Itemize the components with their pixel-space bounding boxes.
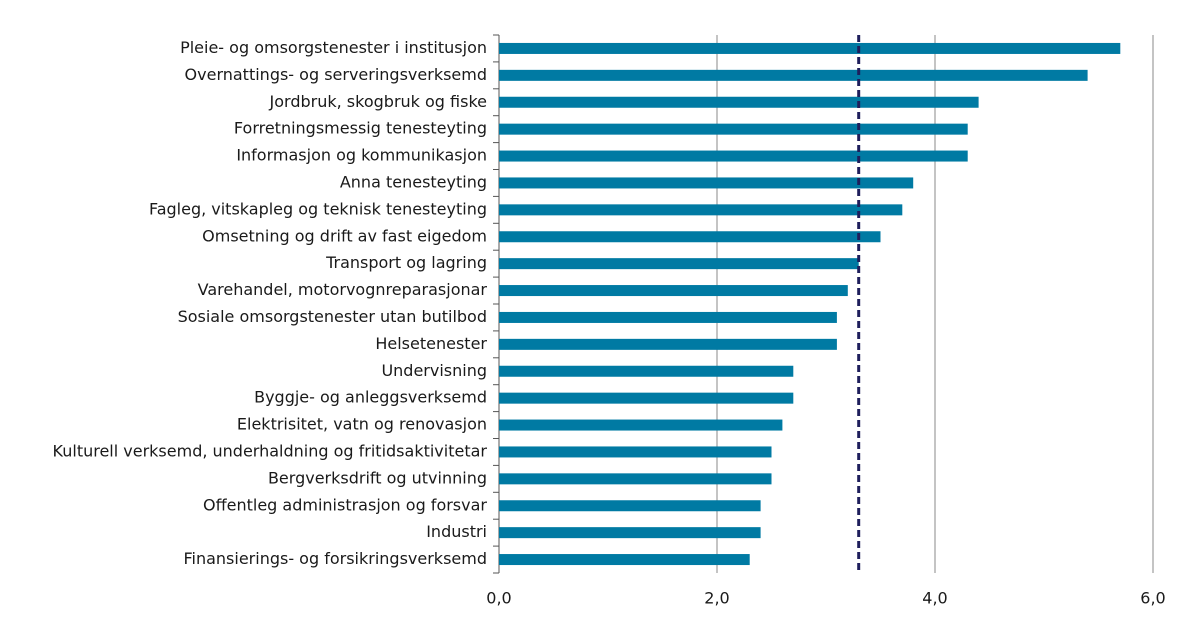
y-tick-label: Kulturell verksemd, underhaldning og fri…	[53, 441, 488, 460]
y-tick-label: Transport og lagring	[325, 253, 487, 272]
x-tick-label: 4,0	[922, 589, 947, 608]
bar	[499, 177, 914, 189]
bar	[499, 311, 837, 323]
y-tick-label: Overnattings- og serveringsverksemd	[185, 65, 487, 84]
bar	[499, 365, 794, 377]
y-tick-label: Undervisning	[381, 361, 487, 380]
y-tick-label: Finansierings- og forsikringsverksemd	[183, 549, 487, 568]
y-tick-label: Fagleg, vitskapleg og teknisk tenesteyti…	[149, 199, 487, 218]
bar	[499, 231, 881, 243]
bar	[499, 473, 772, 485]
bar	[499, 554, 750, 566]
bar	[499, 446, 772, 458]
y-tick-label: Bergverksdrift og utvinning	[268, 468, 487, 487]
bar	[499, 258, 859, 270]
bar	[499, 285, 848, 297]
x-tick-label: 0,0	[486, 589, 511, 608]
y-tick-label: Jordbruk, skogbruk og fiske	[269, 92, 487, 111]
y-tick-label: Offentleg administrasjon og forsvar	[203, 495, 487, 514]
y-tick-label: Pleie- og omsorgstenester i institusjon	[180, 38, 487, 57]
y-tick-label: Informasjon og kommunikasjon	[236, 146, 487, 165]
y-tick-label: Byggje- og anleggsverksemd	[254, 388, 487, 407]
y-tick-label: Sosiale omsorgstenester utan butilbod	[178, 307, 487, 326]
x-tick-label: 2,0	[704, 589, 729, 608]
bar	[499, 419, 783, 431]
y-tick-label: Omsetning og drift av fast eigedom	[202, 226, 487, 245]
bar	[499, 204, 903, 216]
bar	[499, 527, 761, 539]
bar	[499, 150, 968, 162]
y-tick-label: Anna tenesteyting	[340, 172, 487, 191]
bar	[499, 392, 794, 404]
bar	[499, 96, 979, 108]
y-tick-label: Industri	[426, 522, 487, 541]
bar	[499, 338, 837, 350]
bar	[499, 123, 968, 135]
y-tick-label: Forretningsmessig tenesteyting	[234, 119, 487, 138]
bar	[499, 42, 1121, 54]
y-tick-label: Elektrisitet, vatn og renovasjon	[237, 415, 487, 434]
y-tick-label: Helsetenester	[375, 334, 487, 353]
x-tick-label: 6,0	[1140, 589, 1165, 608]
bar	[499, 500, 761, 512]
y-tick-label: Varehandel, motorvognreparasjonar	[198, 280, 488, 299]
bar	[499, 69, 1088, 81]
